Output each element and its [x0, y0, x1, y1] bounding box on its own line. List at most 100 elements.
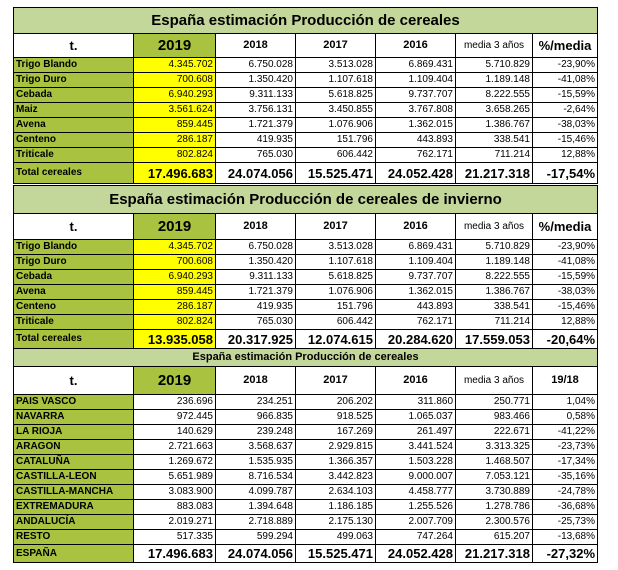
- cell-value: 859.445: [133, 284, 216, 300]
- cell-value: 1.350.420: [215, 254, 296, 270]
- cell-value: 3.513.028: [295, 239, 376, 255]
- cell-value: 4.345.702: [133, 57, 216, 73]
- cell-value: -38,03%: [532, 117, 598, 133]
- row-label: ANDALUCÍA: [13, 514, 134, 530]
- cell-value: 4.099.787: [215, 484, 296, 500]
- cell-value: 3.767.808: [375, 102, 456, 118]
- cell-value: 5.651.989: [133, 469, 216, 485]
- cell-value: 9.311.133: [215, 269, 296, 285]
- cell-value: 1.386.767: [455, 284, 533, 300]
- cell-value: 2.300.576: [455, 514, 533, 530]
- cell-value: -15,46%: [532, 132, 598, 148]
- cell-value: 1,04%: [532, 394, 598, 410]
- cell-value: 883.083: [133, 499, 216, 515]
- row-label: RESTO: [13, 529, 134, 545]
- cell-value: 802.824: [133, 314, 216, 330]
- row-label: Cebada: [13, 269, 134, 285]
- table-title: España estimación Producción de cereales…: [12, 185, 599, 214]
- total-row: ESPAÑA 17.496.683 24.074.056 15.525.471 24.0…: [13, 544, 598, 563]
- table-row: Centeno 286.187 419.935 151.796 443.893 338.5…: [13, 299, 599, 315]
- column-header: 2019: [133, 33, 216, 58]
- total-value: 17.496.683: [133, 544, 216, 563]
- cell-value: 966.835: [215, 409, 296, 425]
- cell-value: 1.189.148: [455, 254, 533, 270]
- cell-value: 1.535.935: [215, 454, 296, 470]
- cell-value: 700.608: [133, 254, 216, 270]
- cell-value: 5.618.825: [295, 87, 376, 103]
- cell-value: -25,73%: [532, 514, 598, 530]
- row-label: NAVARRA: [13, 409, 134, 425]
- cell-value: -38,03%: [531, 284, 599, 300]
- table-row: ARAGON 2.721.663 3.568.637 2.929.815 3.441.5…: [13, 439, 598, 455]
- cell-value: 606.442: [295, 147, 376, 163]
- cell-value: 151.796: [295, 299, 376, 315]
- cell-value: 1.721.379: [215, 117, 296, 133]
- total-value: 17.559.053: [455, 329, 533, 349]
- cell-value: 2.175.130: [295, 514, 376, 530]
- table-row: Maiz 3.561.624 3.756.131 3.450.855 3.767.808…: [13, 102, 598, 118]
- cell-value: 1.468.507: [455, 454, 533, 470]
- table-row: Cebada 6.940.293 9.311.133 5.618.825 9.737.7…: [13, 269, 599, 285]
- row-label: Centeno: [13, 132, 134, 148]
- cell-value: 1.109.404: [375, 254, 456, 270]
- cell-value: 615.207: [455, 529, 533, 545]
- table-row: NAVARRA 972.445 966.835 918.525 1.065.037 983…: [13, 409, 598, 425]
- total-value: 24.074.056: [215, 162, 296, 184]
- cell-value: 1.076.906: [295, 284, 376, 300]
- production-table-1: España estimación Producción de cereales…: [13, 7, 598, 184]
- cell-value: 3.561.624: [133, 102, 216, 118]
- cell-value: 700.608: [133, 72, 216, 88]
- row-label: EXTREMADURA: [13, 499, 134, 515]
- cell-value: 3.658.265: [455, 102, 533, 118]
- total-value: -20,64%: [531, 329, 599, 349]
- cell-value: 1.065.037: [375, 409, 456, 425]
- column-header: 2018: [215, 213, 296, 240]
- cell-value: -15,59%: [531, 269, 599, 285]
- column-header: media 3 años: [455, 366, 533, 395]
- total-value: 13.935.058: [133, 329, 216, 349]
- table-title: España estimación Producción de cereales: [13, 348, 598, 367]
- cell-value: 3.513.028: [295, 57, 376, 73]
- cell-value: 765.030: [215, 147, 296, 163]
- cell-value: 1.186.185: [295, 499, 376, 515]
- total-value: -27,32%: [532, 544, 598, 563]
- cell-value: 236.696: [133, 394, 216, 410]
- column-header: t.: [13, 213, 134, 240]
- table-row: CASTILLA-LEON 5.651.989 8.716.534 3.442.823…: [13, 469, 598, 485]
- cell-value: 3.450.855: [295, 102, 376, 118]
- cell-value: 802.824: [133, 147, 216, 163]
- row-label: Avena: [13, 284, 134, 300]
- column-header: 2017: [295, 213, 376, 240]
- cell-value: -41,22%: [532, 424, 598, 440]
- cell-value: 499.063: [295, 529, 376, 545]
- cell-value: -2,64%: [532, 102, 598, 118]
- column-header: 2016: [375, 33, 456, 58]
- cell-value: 3.442.823: [295, 469, 376, 485]
- cell-value: -13,68%: [532, 529, 598, 545]
- cell-value: 0,58%: [532, 409, 598, 425]
- cell-value: 286.187: [133, 299, 216, 315]
- cell-value: 1.269.672: [133, 454, 216, 470]
- table-row: Avena 859.445 1.721.379 1.076.906 1.362.015 1…: [13, 117, 598, 133]
- column-header: %/media: [532, 33, 598, 58]
- cell-value: 711.214: [455, 147, 533, 163]
- total-value: 21.217.318: [455, 544, 533, 563]
- cell-value: 711.214: [455, 314, 533, 330]
- row-label: Trigo Blando: [13, 57, 134, 73]
- table-header-row: t. 2019 2018 2017 2016 media 3 años 19/18: [13, 366, 598, 395]
- production-table-3: España estimación Producción de cereales…: [13, 348, 598, 563]
- column-header: 19/18: [532, 366, 598, 395]
- column-header: 2018: [215, 366, 296, 395]
- cell-value: 6.940.293: [133, 269, 216, 285]
- row-label: Trigo Blando: [13, 239, 134, 255]
- cell-value: 338.541: [455, 299, 533, 315]
- cell-value: -35,16%: [532, 469, 598, 485]
- cell-value: 9.737.707: [375, 269, 456, 285]
- cell-value: 5.710.829: [455, 57, 533, 73]
- row-label: Maiz: [13, 102, 134, 118]
- cell-value: 419.935: [215, 299, 296, 315]
- cell-value: 6.869.431: [375, 239, 456, 255]
- total-value: 24.052.428: [375, 162, 456, 184]
- cell-value: 2.019.271: [133, 514, 216, 530]
- cell-value: 8.222.555: [455, 87, 533, 103]
